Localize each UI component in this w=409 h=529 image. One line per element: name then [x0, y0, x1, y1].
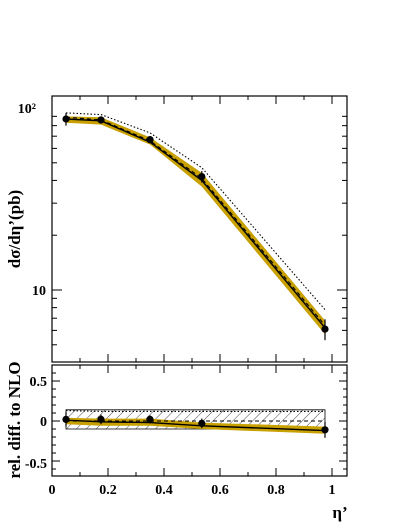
y-tick-label-100: 10² — [18, 102, 36, 117]
y-tick-label-neg0.5: -0.5 — [25, 457, 47, 472]
lower-marks — [62, 409, 329, 438]
lower-data-point — [146, 415, 154, 423]
upper-line-dashed — [65, 116, 326, 326]
lower-data-point — [198, 419, 206, 427]
lower-ticks — [51, 365, 347, 476]
lower-data-point — [97, 415, 105, 423]
upper-data-point — [146, 136, 154, 144]
upper-band — [66, 116, 325, 335]
lower-line-dotted — [65, 410, 325, 412]
x-tick-label-0: 0 — [49, 483, 56, 498]
lower-frame — [51, 364, 348, 477]
x-tick-label-0.8: 0.8 — [267, 483, 285, 498]
upper-frame — [51, 95, 348, 363]
upper-yticks — [51, 96, 347, 362]
y-tick-label-10: 10 — [32, 284, 46, 299]
x-tick-label-0.2: 0.2 — [99, 483, 117, 498]
y-tick-label-0: 0 — [40, 415, 47, 430]
upper-data-point — [321, 325, 329, 333]
upper-data-point — [198, 172, 206, 181]
x-tick-label-1: 1 — [329, 483, 336, 498]
lower-y-axis-title: rel. diff. to NLO — [5, 361, 24, 478]
upper-line-solid — [65, 118, 326, 329]
x-tick-label-0.4: 0.4 — [155, 483, 173, 498]
lower-data-point — [321, 426, 329, 434]
upper-data-point — [97, 116, 105, 124]
upper-data-point — [62, 115, 70, 123]
lower-data-point — [62, 415, 70, 423]
upper-panel: 10² 10 dσ/dη’(pb) — [5, 95, 348, 363]
upper-marks — [62, 112, 329, 341]
x-tick-label-0.6: 0.6 — [211, 483, 229, 498]
upper-y-axis-title: dσ/dη’(pb) — [5, 190, 24, 268]
x-axis-title: η’ — [332, 503, 347, 522]
lower-panel: 0.5 0 -0.5 rel. diff. to NLO 0 0.2 0.4 0… — [5, 361, 348, 522]
y-tick-label-0.5: 0.5 — [30, 375, 48, 390]
